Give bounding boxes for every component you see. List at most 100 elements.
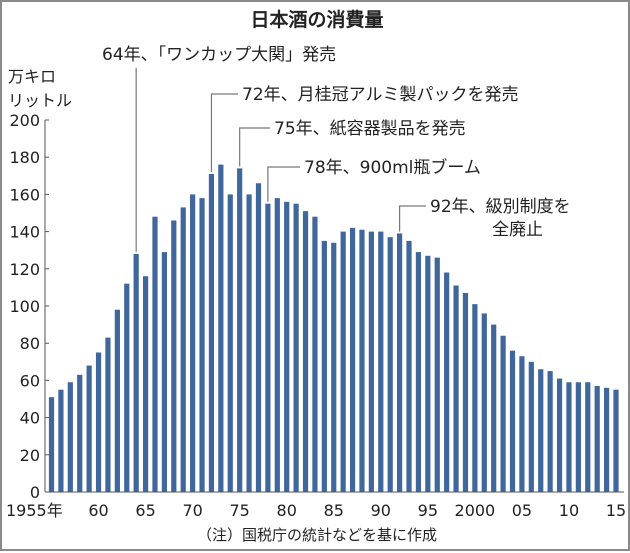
annotation-1972: 72年、月桂冠アルミ製パックを発売 — [210, 85, 518, 172]
bar-1956 — [58, 389, 64, 492]
x-tick-label-1990: 90 — [371, 501, 391, 520]
bar-1964 — [133, 253, 139, 492]
bar-1983 — [312, 216, 318, 492]
bar-2004 — [509, 350, 516, 492]
chart-title: 日本酒の消費量 — [250, 8, 383, 31]
bar-1987 — [349, 227, 356, 492]
bar-1975 — [237, 168, 243, 493]
bar-2002 — [491, 324, 497, 492]
bar-1960 — [95, 352, 102, 492]
x-tick-label-1960: 60 — [88, 501, 108, 520]
y-tick-label-200: 200 — [9, 111, 40, 130]
bar-1961 — [105, 337, 111, 492]
bar-1962 — [114, 309, 120, 492]
bar-1971 — [199, 198, 205, 492]
x-tick-label-1980: 80 — [277, 501, 297, 520]
bar-1959 — [86, 365, 92, 492]
bar-2008 — [547, 371, 553, 492]
bar-1997 — [444, 272, 450, 492]
bar-1957 — [67, 382, 73, 492]
y-tick-label-80: 80 — [20, 334, 40, 353]
y-tick-label-60: 60 — [20, 371, 40, 390]
bar-1972 — [208, 173, 215, 492]
annotation-text: 75年、紙容器製品を発売 — [274, 119, 466, 139]
bar-1988 — [359, 229, 365, 493]
y-tick-label-160: 160 — [9, 185, 40, 204]
bar-1996 — [434, 257, 440, 492]
bar-1995 — [425, 255, 431, 492]
y-tick-label-100: 100 — [9, 297, 40, 316]
y-tick-label-40: 40 — [20, 409, 40, 428]
bar-1958 — [77, 374, 83, 492]
bar-1969 — [180, 207, 186, 493]
bar-2007 — [538, 369, 544, 492]
bar-1992 — [397, 233, 403, 492]
annotation-text: 78年、900ml瓶ブーム — [304, 157, 481, 178]
bar-1984 — [321, 240, 327, 492]
bar-2012 — [585, 382, 591, 492]
y-tick-label-20: 20 — [20, 446, 40, 465]
bar-1965 — [142, 276, 149, 492]
bar-2011 — [575, 382, 581, 492]
y-tick-label-0: 0 — [30, 483, 40, 502]
annotation-text: 92年、級別制度を — [430, 197, 571, 217]
bar-1968 — [171, 220, 177, 492]
x-tick-label-1965: 65 — [135, 501, 155, 520]
y-unit-label-line2: リットル — [8, 91, 72, 110]
y-tick-label-120: 120 — [9, 260, 40, 279]
bar-1967 — [161, 252, 167, 492]
x-tick-label-1970: 70 — [182, 501, 202, 520]
bar-1978 — [265, 203, 271, 492]
source-note: （注）国税庁の統計などを基に作成 — [197, 526, 437, 544]
annotation-leader-line — [267, 166, 300, 202]
annotation-text: 全廃止 — [492, 220, 543, 240]
bar-1974 — [227, 194, 233, 492]
bar-1963 — [124, 283, 130, 492]
bar-1976 — [246, 194, 252, 492]
y-unit-label-line1: 万キロ — [8, 67, 56, 86]
x-tick-label-2010: 10 — [559, 501, 579, 520]
bar-1977 — [255, 183, 262, 493]
bar-1982 — [302, 211, 309, 492]
bar-1990 — [378, 231, 384, 492]
bar-2001 — [481, 313, 487, 492]
bar-2005 — [519, 356, 525, 492]
bar-2013 — [594, 385, 600, 492]
annotation-1964: 64年、「ワンカップ大関」発売 — [102, 45, 336, 252]
x-tick-label-2000: 2000 — [455, 501, 496, 520]
annotation-leader-line — [399, 205, 426, 232]
x-tick-label-1995: 95 — [418, 501, 438, 520]
bar-1955 — [48, 397, 55, 492]
annotation-1978: 78年、900ml瓶ブーム — [267, 157, 481, 202]
bar-1979 — [274, 198, 280, 492]
bar-1980 — [284, 201, 290, 492]
bar-1966 — [152, 216, 158, 492]
annotation-text: 64年、「ワンカップ大関」発売 — [102, 45, 336, 65]
bar-1999 — [462, 292, 469, 492]
bar-1985 — [331, 242, 337, 492]
y-tick-label-180: 180 — [9, 148, 40, 167]
annotation-leader-line — [210, 93, 238, 172]
bar-2000 — [472, 304, 478, 492]
bar-1991 — [387, 237, 393, 492]
bar-1994 — [415, 252, 422, 492]
bar-2014 — [603, 387, 610, 492]
bar-2009 — [556, 378, 563, 492]
bar-2015 — [613, 389, 619, 492]
x-tick-label-2015: 15 — [606, 501, 626, 520]
x-tick-label-1955: 1955年 — [6, 501, 63, 520]
bar-1973 — [218, 164, 224, 492]
x-tick-label-2005: 05 — [512, 501, 532, 520]
bar-1998 — [453, 285, 459, 492]
bar-1970 — [190, 194, 196, 492]
bar-1989 — [368, 231, 374, 492]
bar-1981 — [293, 203, 299, 492]
bar-2006 — [528, 361, 534, 492]
bar-1986 — [340, 231, 346, 492]
bar-1993 — [406, 240, 412, 492]
x-tick-label-1975: 75 — [229, 501, 249, 520]
annotation-leader-line — [239, 127, 270, 167]
